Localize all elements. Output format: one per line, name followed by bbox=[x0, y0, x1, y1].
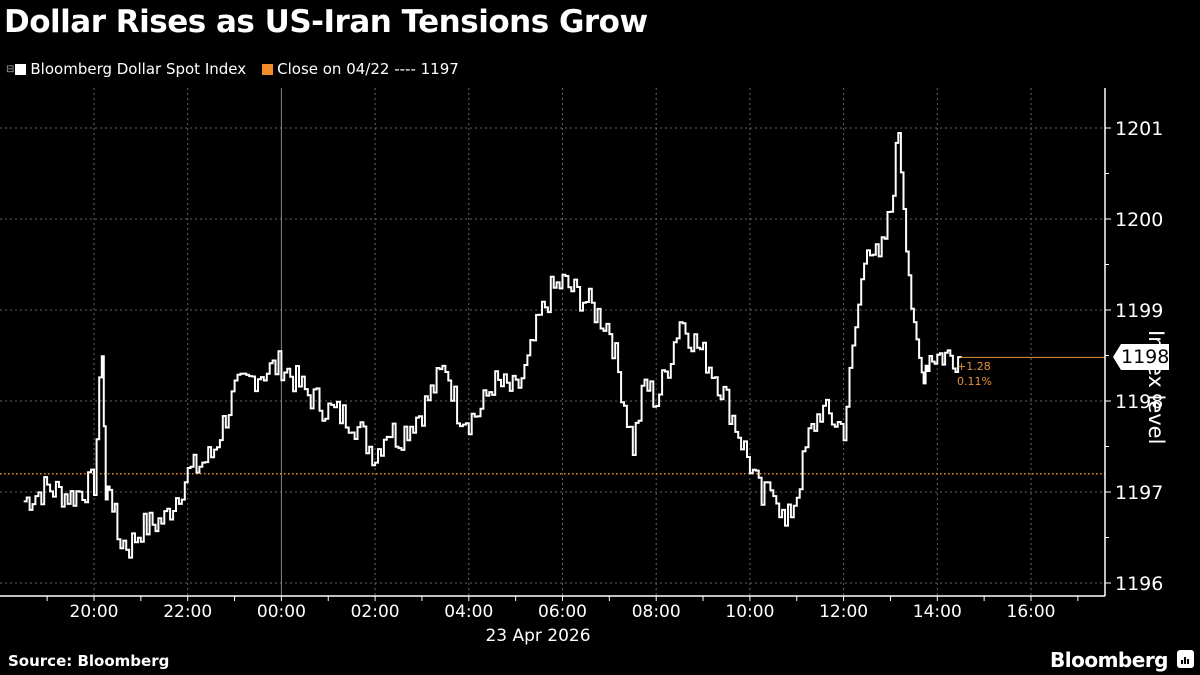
x-tick-label: 02:00 bbox=[351, 602, 400, 622]
x-tick-label: 20:00 bbox=[70, 602, 119, 622]
x-tick-label: 22:00 bbox=[163, 602, 212, 622]
price-series-line bbox=[23, 132, 962, 559]
axes: 1201 1200 1199 1198 1197 1196 20:00 22:00 00:00 0… bbox=[0, 88, 1163, 646]
x-axis-date-label: 23 Apr 2026 bbox=[485, 626, 590, 646]
source-note: Source: Bloomberg bbox=[8, 652, 170, 670]
marker-pointer-icon bbox=[1113, 344, 1121, 370]
y-tick-label: 1198 bbox=[1115, 391, 1163, 413]
change-percent: 0.11% bbox=[957, 375, 992, 388]
x-tick-label: 14:00 bbox=[913, 602, 962, 622]
legend-item-dollar-index: ⊟ Bloomberg Dollar Spot Index bbox=[6, 60, 246, 78]
legend-label: Close on 04/22 ---- 1197 bbox=[277, 60, 459, 78]
x-tick-label: 00:00 bbox=[257, 602, 306, 622]
x-tick-label: 16:00 bbox=[1007, 602, 1056, 622]
y-tick-label: 1199 bbox=[1115, 300, 1163, 322]
legend-swatch-orange bbox=[262, 63, 274, 75]
change-value: +1.28 bbox=[957, 360, 991, 373]
legend-label: Bloomberg Dollar Spot Index bbox=[30, 60, 247, 78]
x-tick-label: 10:00 bbox=[725, 602, 774, 622]
y-tick-label: 1201 bbox=[1115, 118, 1163, 140]
y-tick-label: 1197 bbox=[1115, 482, 1163, 504]
reference-line-close bbox=[0, 356, 1105, 475]
legend: ⊟ Bloomberg Dollar Spot Index Close on 0… bbox=[6, 60, 475, 78]
legend-item-close: Close on 04/22 ---- 1197 bbox=[262, 60, 459, 78]
bloomberg-logo: Bloomberg bbox=[1050, 648, 1168, 672]
last-value-label: 1198 bbox=[1121, 344, 1170, 370]
bloomberg-chart-icon bbox=[1177, 650, 1194, 668]
gridlines bbox=[0, 88, 1105, 596]
index-price-line bbox=[23, 132, 962, 559]
x-tick-label: 06:00 bbox=[538, 602, 587, 622]
x-tick-label: 08:00 bbox=[632, 602, 681, 622]
y-tick-label: 1196 bbox=[1115, 573, 1163, 595]
x-tick-label: 12:00 bbox=[819, 602, 868, 622]
expand-icon: ⊟ bbox=[6, 63, 15, 75]
legend-swatch-white bbox=[15, 63, 27, 75]
x-tick-label: 04:00 bbox=[444, 602, 493, 622]
last-value-marker: 1198 bbox=[1113, 344, 1169, 370]
chart-title: Dollar Rises as US-Iran Tensions Grow bbox=[4, 4, 648, 40]
y-tick-label: 1200 bbox=[1115, 209, 1163, 231]
